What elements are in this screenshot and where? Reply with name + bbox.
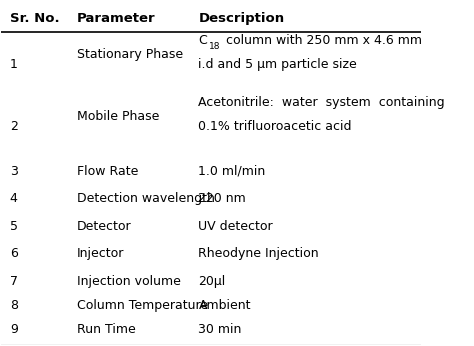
- Text: Run Time: Run Time: [77, 323, 136, 336]
- Text: Ambient: Ambient: [199, 299, 251, 312]
- Text: 4: 4: [10, 192, 18, 205]
- Text: Detection wavelength: Detection wavelength: [77, 192, 215, 205]
- Text: Description: Description: [199, 12, 284, 25]
- Text: 18: 18: [209, 42, 220, 51]
- Text: Injector: Injector: [77, 247, 124, 260]
- Text: 220 nm: 220 nm: [199, 192, 246, 205]
- Text: 30 min: 30 min: [199, 323, 242, 336]
- Text: 3: 3: [10, 165, 18, 178]
- Text: 7: 7: [10, 275, 18, 288]
- Text: Acetonitrile:  water  system  containing: Acetonitrile: water system containing: [199, 96, 445, 109]
- Text: i.d and 5 μm particle size: i.d and 5 μm particle size: [199, 58, 357, 71]
- Text: 9: 9: [10, 323, 18, 336]
- Text: Detector: Detector: [77, 220, 131, 233]
- Text: 8: 8: [10, 299, 18, 312]
- Text: 1: 1: [10, 58, 18, 71]
- Text: column with 250 mm x 4.6 mm: column with 250 mm x 4.6 mm: [221, 34, 421, 47]
- Text: Stationary Phase: Stationary Phase: [77, 48, 183, 61]
- Text: Rheodyne Injection: Rheodyne Injection: [199, 247, 319, 260]
- Text: Parameter: Parameter: [77, 12, 155, 25]
- Text: 1.0 ml/min: 1.0 ml/min: [199, 165, 266, 178]
- Text: Mobile Phase: Mobile Phase: [77, 110, 159, 123]
- Text: 20μl: 20μl: [199, 275, 226, 288]
- Text: Column Temperature: Column Temperature: [77, 299, 208, 312]
- Text: Injection volume: Injection volume: [77, 275, 181, 288]
- Text: UV detector: UV detector: [199, 220, 273, 233]
- Text: Flow Rate: Flow Rate: [77, 165, 138, 178]
- Text: 6: 6: [10, 247, 18, 260]
- Text: 5: 5: [10, 220, 18, 233]
- Text: Sr. No.: Sr. No.: [10, 12, 59, 25]
- Text: C: C: [199, 34, 207, 47]
- Text: 2: 2: [10, 120, 18, 133]
- Text: 0.1% trifluoroacetic acid: 0.1% trifluoroacetic acid: [199, 120, 352, 133]
